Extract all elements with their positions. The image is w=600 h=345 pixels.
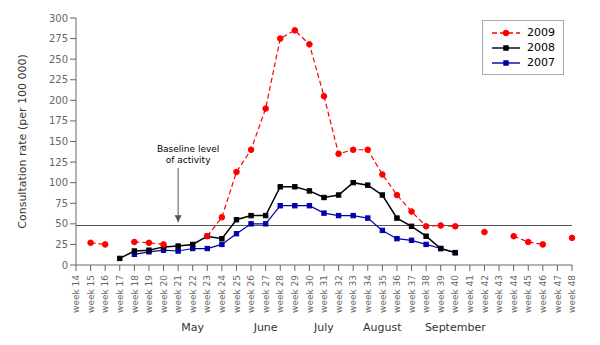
svg-text:week 20: week 20 bbox=[159, 275, 169, 313]
svg-text:week 19: week 19 bbox=[144, 275, 154, 313]
svg-text:week 35: week 35 bbox=[378, 275, 388, 313]
svg-text:week 44: week 44 bbox=[509, 275, 519, 313]
svg-text:week 27: week 27 bbox=[261, 275, 271, 313]
svg-text:June: June bbox=[253, 321, 278, 334]
svg-text:week 23: week 23 bbox=[202, 275, 212, 313]
svg-text:Consultation rate (per 100 000: Consultation rate (per 100 000) bbox=[16, 54, 29, 228]
svg-text:0: 0 bbox=[62, 260, 68, 271]
svg-text:week 37: week 37 bbox=[407, 275, 417, 313]
svg-text:week 46: week 46 bbox=[538, 275, 548, 313]
svg-text:300: 300 bbox=[49, 13, 68, 24]
svg-text:week 34: week 34 bbox=[363, 275, 373, 313]
svg-text:week 32: week 32 bbox=[334, 275, 344, 313]
svg-text:week 26: week 26 bbox=[246, 275, 256, 313]
svg-text:week 31: week 31 bbox=[319, 275, 329, 313]
svg-text:200: 200 bbox=[49, 95, 68, 106]
svg-text:August: August bbox=[363, 321, 402, 334]
svg-text:week 33: week 33 bbox=[348, 275, 358, 313]
svg-text:week 38: week 38 bbox=[421, 275, 431, 313]
svg-text:July: July bbox=[313, 321, 334, 334]
svg-text:week 29: week 29 bbox=[290, 275, 300, 313]
html-text:2008: 2008 bbox=[527, 41, 555, 54]
svg-text:125: 125 bbox=[49, 157, 68, 168]
svg-text:25: 25 bbox=[55, 239, 68, 250]
svg-text:of activity: of activity bbox=[166, 155, 211, 165]
svg-text:week 47: week 47 bbox=[553, 275, 563, 313]
svg-text:week 25: week 25 bbox=[232, 275, 242, 313]
svg-text:week 17: week 17 bbox=[115, 275, 125, 313]
svg-text:175: 175 bbox=[49, 115, 68, 126]
svg-text:May: May bbox=[181, 321, 204, 334]
svg-text:week 21: week 21 bbox=[173, 275, 183, 313]
svg-text:week 24: week 24 bbox=[217, 275, 227, 313]
html-text:2009: 2009 bbox=[527, 26, 555, 39]
svg-text:75: 75 bbox=[55, 198, 68, 209]
svg-text:Baseline level: Baseline level bbox=[157, 144, 219, 154]
svg-text:week 40: week 40 bbox=[450, 275, 460, 313]
svg-text:week 41: week 41 bbox=[465, 275, 475, 313]
svg-text:week 36: week 36 bbox=[392, 275, 402, 313]
svg-text:100: 100 bbox=[49, 177, 68, 188]
svg-text:225: 225 bbox=[49, 74, 68, 85]
svg-text:250: 250 bbox=[49, 54, 68, 65]
svg-text:week 48: week 48 bbox=[567, 275, 577, 313]
svg-text:week 28: week 28 bbox=[275, 275, 285, 313]
svg-text:week 39: week 39 bbox=[436, 275, 446, 313]
svg-text:week 42: week 42 bbox=[480, 275, 490, 313]
svg-text:week 16: week 16 bbox=[100, 275, 110, 313]
svg-text:week 45: week 45 bbox=[523, 275, 533, 313]
svg-text:275: 275 bbox=[49, 33, 68, 44]
svg-text:week 22: week 22 bbox=[188, 275, 198, 313]
svg-text:week 15: week 15 bbox=[86, 275, 96, 313]
svg-text:150: 150 bbox=[49, 136, 68, 147]
svg-text:September: September bbox=[425, 321, 486, 334]
svg-text:week 43: week 43 bbox=[494, 275, 504, 313]
svg-text:week 18: week 18 bbox=[130, 275, 140, 313]
svg-text:50: 50 bbox=[55, 218, 68, 229]
svg-text:week 30: week 30 bbox=[305, 275, 315, 313]
html-text:2007: 2007 bbox=[527, 56, 555, 69]
svg-text:week 14: week 14 bbox=[71, 275, 81, 313]
